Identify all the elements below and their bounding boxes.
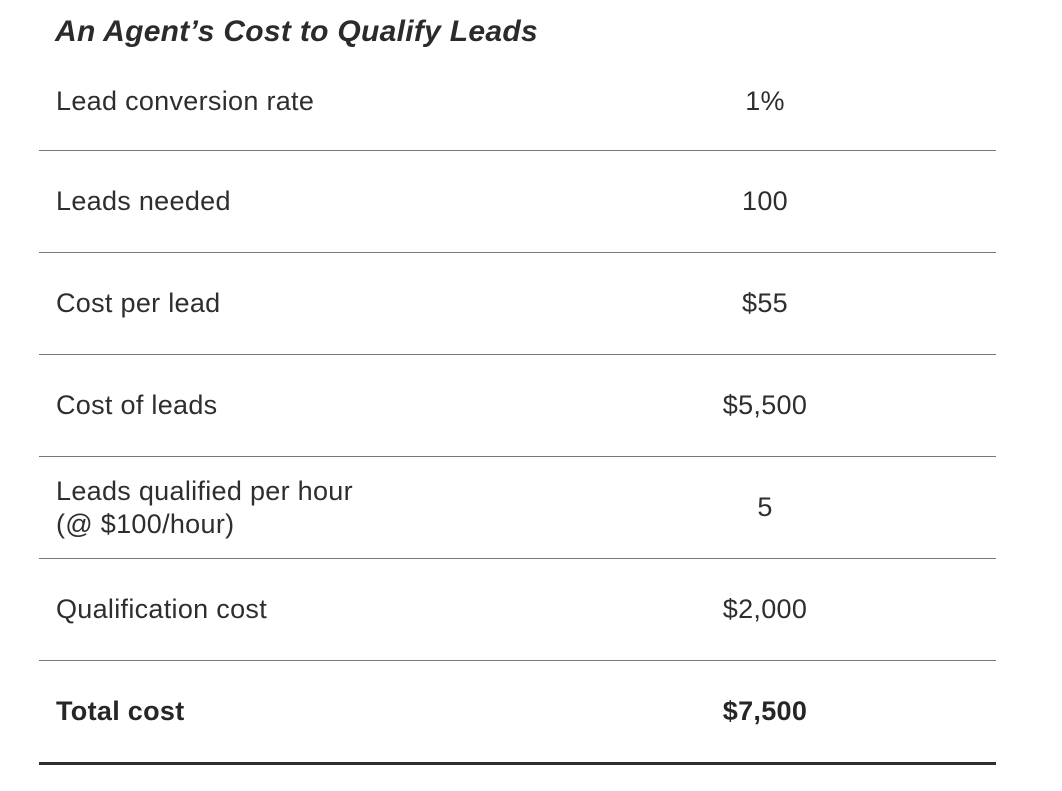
cost-table: Lead conversion rate 1% Leads needed 100… — [39, 52, 996, 765]
row-value: 5 — [757, 492, 773, 522]
row-value: $7,500 — [722, 696, 808, 726]
row-label: Leads qualified per hour (@ $100/hour) — [56, 475, 353, 539]
table-row: Leads qualified per hour (@ $100/hour) 5 — [39, 457, 996, 559]
table-row: Cost per lead $55 — [39, 253, 996, 355]
table-row: Lead conversion rate 1% — [39, 52, 996, 151]
table-row: Cost of leads $5,500 — [39, 355, 996, 457]
row-value: 100 — [742, 186, 788, 216]
row-label: Cost per lead — [56, 288, 221, 318]
table-row-total: Total cost $7,500 — [39, 661, 996, 765]
row-label: Cost of leads — [56, 390, 218, 420]
table-row: Leads needed 100 — [39, 151, 996, 253]
row-label: Qualification cost — [56, 594, 267, 624]
row-value: $2,000 — [722, 594, 808, 624]
page-title: An Agent’s Cost to Qualify Leads — [55, 15, 538, 48]
row-label: Total cost — [56, 696, 185, 726]
row-value: $5,500 — [722, 390, 808, 420]
table-row: Qualification cost $2,000 — [39, 559, 996, 661]
row-value: 1% — [745, 85, 785, 116]
row-label: Leads needed — [56, 186, 231, 216]
row-value: $55 — [742, 288, 788, 318]
row-label: Lead conversion rate — [56, 85, 315, 116]
